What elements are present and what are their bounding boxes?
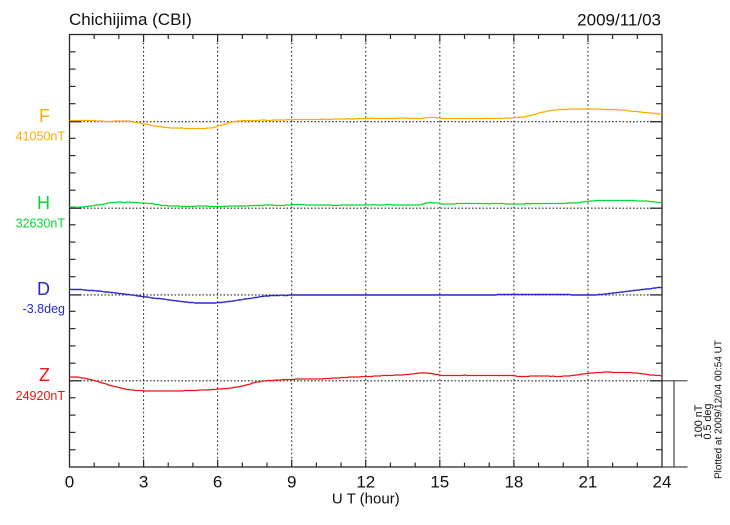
svg-text:21: 21 bbox=[578, 473, 597, 492]
svg-text:6: 6 bbox=[213, 473, 222, 492]
svg-text:Chichijima (CBI): Chichijima (CBI) bbox=[69, 10, 192, 29]
svg-text:Plotted at 2009/12/04 00:54 UT: Plotted at 2009/12/04 00:54 UT bbox=[714, 340, 725, 479]
svg-text:18: 18 bbox=[504, 473, 523, 492]
svg-text:2009/11/03: 2009/11/03 bbox=[577, 11, 661, 30]
svg-text:41050nT: 41050nT bbox=[16, 130, 66, 144]
svg-text:9: 9 bbox=[287, 473, 296, 492]
svg-text:Z: Z bbox=[39, 365, 50, 385]
svg-text:24920nT: 24920nT bbox=[16, 389, 66, 403]
svg-text:12: 12 bbox=[356, 473, 375, 492]
svg-text:0.5 deg: 0.5 deg bbox=[702, 403, 714, 439]
svg-text:U T (hour): U T (hour) bbox=[332, 490, 400, 507]
svg-text:D: D bbox=[37, 279, 50, 299]
svg-text:100 nT: 100 nT bbox=[693, 404, 705, 438]
svg-text:0: 0 bbox=[65, 473, 74, 492]
svg-text:H: H bbox=[37, 193, 50, 213]
svg-text:15: 15 bbox=[430, 473, 449, 492]
svg-text:32630nT: 32630nT bbox=[16, 216, 66, 230]
svg-text:3: 3 bbox=[139, 473, 148, 492]
svg-text:F: F bbox=[39, 106, 50, 126]
svg-text:-3.8deg: -3.8deg bbox=[23, 302, 65, 316]
svg-text:24: 24 bbox=[653, 473, 672, 492]
